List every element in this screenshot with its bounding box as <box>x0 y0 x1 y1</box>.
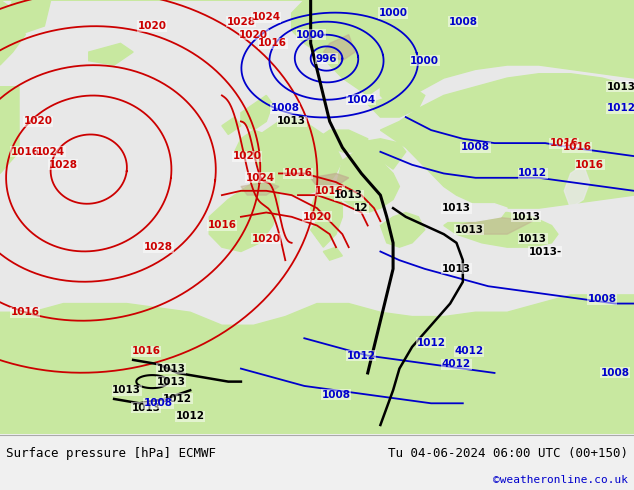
Polygon shape <box>311 182 342 247</box>
Polygon shape <box>564 165 590 208</box>
Text: 1000: 1000 <box>410 56 439 66</box>
Polygon shape <box>6 0 51 35</box>
Text: 1008: 1008 <box>588 294 617 304</box>
Text: 1024: 1024 <box>252 12 281 23</box>
Polygon shape <box>235 130 266 156</box>
Text: 1020: 1020 <box>239 30 268 40</box>
Text: 1008: 1008 <box>600 368 630 378</box>
Polygon shape <box>311 173 349 187</box>
Text: 1013: 1013 <box>518 234 547 244</box>
Text: 1013: 1013 <box>277 117 306 126</box>
Text: 1013: 1013 <box>112 385 141 395</box>
Text: 1013: 1013 <box>334 190 363 200</box>
Polygon shape <box>380 74 634 208</box>
Text: 1013: 1013 <box>455 225 484 235</box>
Text: 996: 996 <box>316 53 337 64</box>
Text: 1013: 1013 <box>442 264 471 274</box>
Text: 1008: 1008 <box>144 398 173 408</box>
Polygon shape <box>380 213 425 247</box>
Text: 1008: 1008 <box>271 103 300 113</box>
Polygon shape <box>317 208 330 221</box>
Polygon shape <box>241 182 279 195</box>
Polygon shape <box>241 96 273 130</box>
Text: 1012: 1012 <box>417 338 446 347</box>
Text: 1016: 1016 <box>562 143 592 152</box>
Text: 1016: 1016 <box>283 169 313 178</box>
Text: 1024: 1024 <box>245 173 275 183</box>
Text: 1012: 1012 <box>518 169 547 178</box>
Text: 1008: 1008 <box>321 390 351 400</box>
Text: 1020: 1020 <box>23 117 53 126</box>
Polygon shape <box>0 87 19 173</box>
Polygon shape <box>323 35 355 61</box>
Text: 1016: 1016 <box>258 38 287 49</box>
Polygon shape <box>209 182 279 251</box>
Text: ©weatheronline.co.uk: ©weatheronline.co.uk <box>493 475 628 485</box>
Text: 1016: 1016 <box>131 346 160 356</box>
Text: 1016: 1016 <box>11 307 40 317</box>
Text: 1024: 1024 <box>36 147 65 157</box>
Text: 1016: 1016 <box>575 160 604 170</box>
Polygon shape <box>311 221 323 239</box>
Text: 1008: 1008 <box>448 17 477 26</box>
Polygon shape <box>368 87 425 117</box>
Polygon shape <box>342 139 406 169</box>
Text: 1020: 1020 <box>233 151 262 161</box>
Text: 1028: 1028 <box>49 160 78 170</box>
Text: 4012: 4012 <box>455 346 484 356</box>
Text: Tu 04-06-2024 06:00 UTC (00+150): Tu 04-06-2024 06:00 UTC (00+150) <box>387 447 628 460</box>
Polygon shape <box>254 117 342 195</box>
Text: 1012: 1012 <box>347 350 376 361</box>
Text: 1004: 1004 <box>347 95 376 105</box>
Polygon shape <box>342 0 418 78</box>
Text: 1013: 1013 <box>131 403 160 413</box>
Text: 1013: 1013 <box>442 203 471 213</box>
Text: 1028: 1028 <box>144 242 173 252</box>
Text: 1012: 1012 <box>163 394 192 404</box>
Text: 1020: 1020 <box>138 21 167 31</box>
Polygon shape <box>336 152 399 213</box>
Polygon shape <box>317 130 368 152</box>
Text: 1016: 1016 <box>11 147 40 157</box>
Text: 4012: 4012 <box>442 359 471 369</box>
Text: 1016: 1016 <box>550 138 579 148</box>
Text: 1012: 1012 <box>176 411 205 421</box>
Polygon shape <box>431 204 507 221</box>
Text: 1013: 1013 <box>607 82 634 92</box>
Polygon shape <box>0 0 25 65</box>
Text: 1013: 1013 <box>157 377 186 387</box>
Text: 1028: 1028 <box>226 17 256 26</box>
Text: 1020: 1020 <box>302 212 332 222</box>
Text: 1016: 1016 <box>315 186 344 196</box>
Text: 12: 12 <box>354 203 368 213</box>
Text: 1000: 1000 <box>296 30 325 40</box>
Polygon shape <box>444 213 558 247</box>
Polygon shape <box>292 0 380 96</box>
Text: 1016: 1016 <box>207 220 236 230</box>
Text: 1008: 1008 <box>461 143 490 152</box>
Text: Surface pressure [hPa] ECMWF: Surface pressure [hPa] ECMWF <box>6 447 216 460</box>
Text: 1012: 1012 <box>607 103 634 113</box>
Polygon shape <box>456 217 533 234</box>
Polygon shape <box>89 44 133 65</box>
Polygon shape <box>323 247 342 260</box>
Polygon shape <box>222 117 241 134</box>
Text: 1000: 1000 <box>378 8 408 18</box>
Text: 1020: 1020 <box>252 234 281 244</box>
Polygon shape <box>0 0 634 108</box>
Text: 1013: 1013 <box>157 364 186 373</box>
Text: 1013-: 1013- <box>529 246 562 257</box>
Polygon shape <box>0 295 634 434</box>
Text: 1013: 1013 <box>512 212 541 222</box>
